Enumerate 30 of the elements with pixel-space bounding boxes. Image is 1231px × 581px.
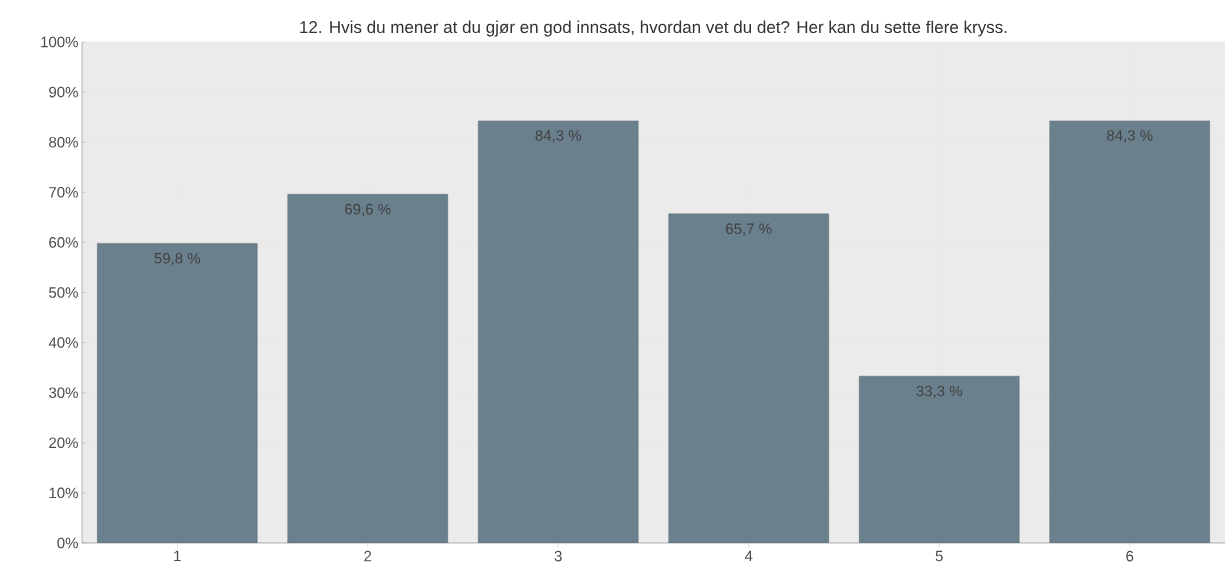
chart-title: 12. Hvis du mener at du gjør en god innsats, hvordan vet du det? Her kan du sette flere kryss. (300, 20, 1007, 37)
data-label: 33,3 % (916, 385, 963, 399)
bar (97, 243, 258, 543)
bar (1049, 120, 1210, 543)
data-label: 69,6 % (345, 203, 391, 217)
y-tick-label: 50% (49, 287, 78, 298)
y-tick-label: 40% (48, 337, 78, 348)
data-label: 84,3 % (1107, 130, 1153, 143)
data-label: 59,8 % (154, 252, 201, 266)
x-tick-label: 4 (744, 550, 753, 562)
data-label: 65,7 % (726, 223, 772, 236)
x-tick-label: 3 (554, 550, 562, 562)
data-label: 84,3 % (535, 130, 582, 143)
y-tick-label: 70% (49, 186, 78, 198)
y-tick-label: 90% (49, 86, 78, 98)
x-tick-label: 1 (174, 550, 181, 562)
y-tick-label: 100% (41, 36, 78, 48)
y-tick-label: 0% (57, 537, 78, 549)
y-tick-label: 10% (49, 487, 78, 499)
x-tick-label: 5 (935, 550, 943, 562)
y-tick-label: 80% (49, 136, 78, 148)
bar (859, 375, 1020, 543)
x-tick-label: 2 (364, 550, 372, 562)
y-tick-label: 20% (49, 437, 78, 449)
y-tick-label: 60% (49, 237, 78, 248)
y-tick-label: 30% (49, 387, 78, 398)
bar (478, 120, 639, 543)
bar (287, 194, 448, 543)
bar (668, 213, 829, 543)
x-tick-label: 6 (1126, 550, 1134, 562)
